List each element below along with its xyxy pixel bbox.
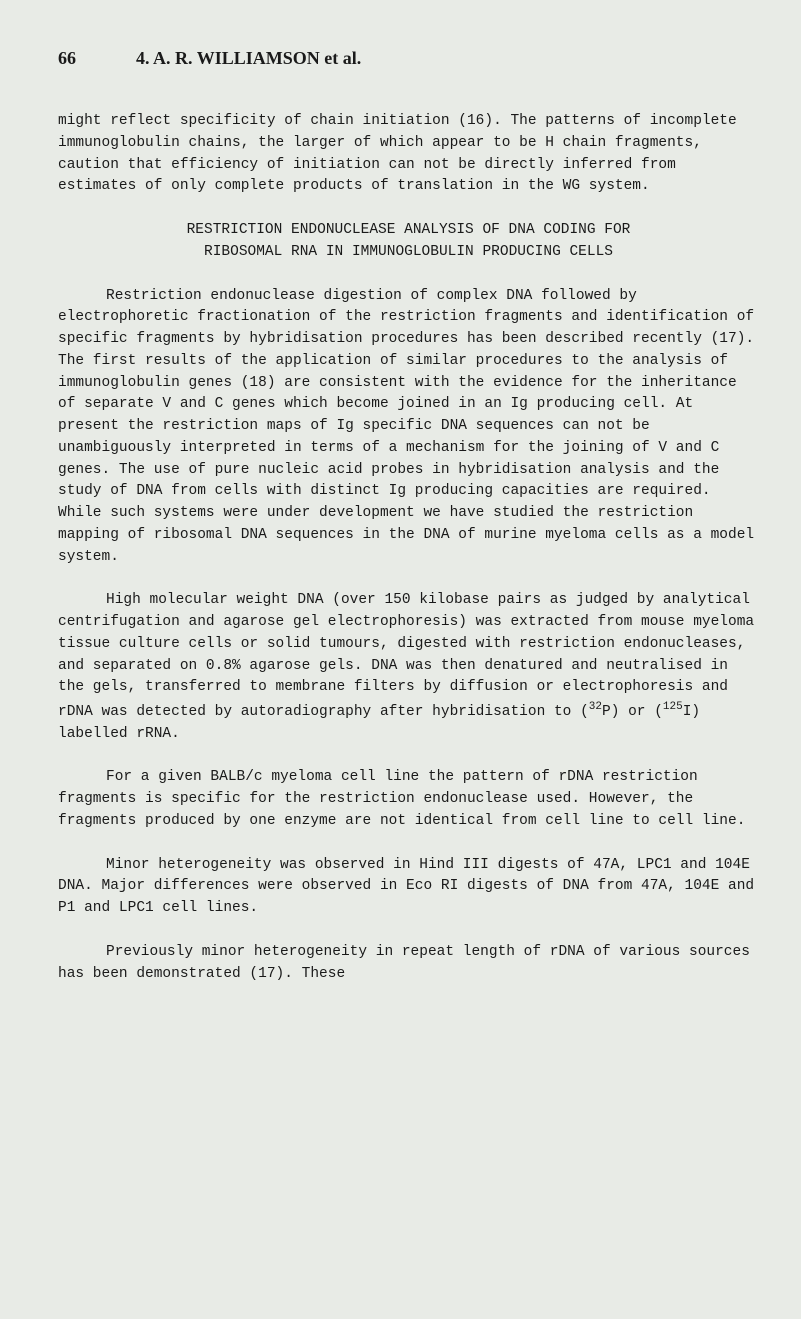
- page-header: 66 4. A. R. WILLIAMSON et al.: [58, 48, 759, 69]
- paragraph-5: Minor heterogeneity was observed in Hind…: [58, 855, 759, 920]
- paragraph-3: High molecular weight DNA (over 150 kilo…: [58, 590, 759, 745]
- paragraph-2: Restriction endonuclease digestion of co…: [58, 286, 759, 569]
- paragraph-4: For a given BALB/c myeloma cell line the…: [58, 767, 759, 832]
- authors-name: A. R. WILLIAMSON: [153, 48, 320, 68]
- section-heading: RESTRICTION ENDONUCLEASE ANALYSIS OF DNA…: [129, 220, 689, 264]
- chapter-number: 4.: [136, 48, 150, 68]
- paragraph-6: Previously minor heterogeneity in repeat…: [58, 942, 759, 986]
- p3-superscript-1: 32: [589, 701, 602, 713]
- p3-text-1: High molecular weight DNA (over 150 kilo…: [58, 592, 754, 720]
- chapter-title: 4. A. R. WILLIAMSON et al.: [136, 48, 361, 69]
- section-heading-line2: RIBOSOMAL RNA IN IMMUNOGLOBULIN PRODUCIN…: [129, 242, 689, 264]
- p3-superscript-2: 125: [663, 701, 683, 713]
- paragraph-1: might reflect specificity of chain initi…: [58, 111, 759, 198]
- p3-text-2: P) or (: [602, 704, 663, 720]
- page-number: 66: [58, 48, 76, 69]
- body-text: might reflect specificity of chain initi…: [58, 111, 759, 985]
- authors-etal: et al.: [324, 48, 361, 68]
- section-heading-line1: RESTRICTION ENDONUCLEASE ANALYSIS OF DNA…: [129, 220, 689, 242]
